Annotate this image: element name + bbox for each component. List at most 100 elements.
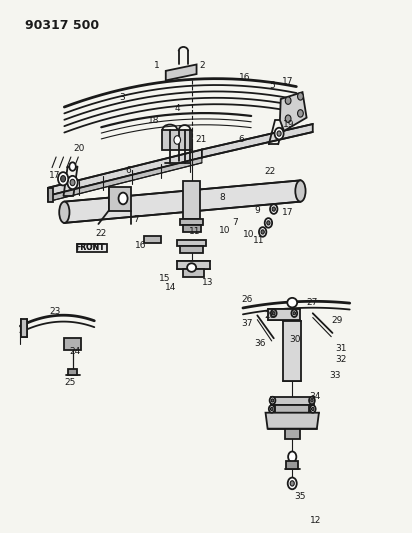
Text: 35: 35 [295, 491, 306, 500]
Ellipse shape [288, 451, 296, 462]
Polygon shape [266, 413, 319, 429]
Ellipse shape [174, 136, 180, 144]
Text: 3: 3 [119, 93, 125, 102]
Polygon shape [64, 180, 300, 223]
Polygon shape [280, 92, 307, 131]
Ellipse shape [274, 128, 283, 140]
Polygon shape [68, 368, 77, 375]
Text: FRONT: FRONT [75, 244, 105, 253]
Polygon shape [180, 246, 203, 253]
Ellipse shape [59, 201, 70, 223]
Ellipse shape [259, 227, 267, 237]
Polygon shape [183, 269, 204, 277]
Ellipse shape [119, 192, 128, 204]
Ellipse shape [287, 298, 297, 308]
Text: 6: 6 [125, 166, 131, 175]
Text: 2: 2 [199, 61, 205, 70]
Text: 16: 16 [239, 73, 251, 82]
Ellipse shape [271, 399, 274, 402]
Polygon shape [286, 461, 298, 469]
Ellipse shape [311, 399, 313, 402]
Text: 36: 36 [255, 339, 266, 348]
Polygon shape [177, 261, 210, 269]
Ellipse shape [293, 312, 295, 315]
Text: 28: 28 [264, 311, 275, 320]
Polygon shape [48, 158, 202, 201]
Polygon shape [77, 244, 108, 252]
Text: 11: 11 [189, 228, 200, 237]
Ellipse shape [270, 204, 277, 214]
Ellipse shape [285, 115, 291, 123]
Polygon shape [271, 397, 314, 405]
Text: 24: 24 [70, 347, 81, 356]
Text: 13: 13 [202, 278, 214, 287]
Text: 33: 33 [330, 371, 341, 380]
Text: 20: 20 [74, 144, 85, 153]
Ellipse shape [297, 93, 303, 100]
Polygon shape [48, 150, 202, 196]
Text: 5: 5 [269, 81, 274, 90]
Ellipse shape [270, 407, 273, 410]
Text: 1: 1 [154, 61, 159, 70]
Ellipse shape [265, 218, 272, 228]
Ellipse shape [295, 180, 306, 201]
Text: 27: 27 [306, 298, 318, 307]
Text: 6: 6 [238, 135, 244, 144]
Text: 14: 14 [165, 283, 177, 292]
Polygon shape [21, 319, 27, 337]
Polygon shape [177, 240, 206, 246]
Text: 12: 12 [310, 516, 322, 525]
Text: 23: 23 [49, 307, 61, 316]
Polygon shape [183, 225, 201, 232]
Ellipse shape [310, 405, 316, 413]
Ellipse shape [269, 397, 275, 404]
Ellipse shape [272, 312, 275, 315]
Ellipse shape [271, 310, 276, 317]
Text: 17: 17 [49, 171, 61, 180]
Text: 29: 29 [331, 316, 342, 325]
Ellipse shape [267, 221, 270, 225]
Text: 9: 9 [255, 206, 260, 215]
Polygon shape [275, 405, 309, 413]
Text: 7: 7 [233, 219, 239, 228]
Text: 22: 22 [96, 229, 107, 238]
Ellipse shape [288, 478, 297, 489]
Text: 16: 16 [135, 241, 146, 250]
Text: 21: 21 [195, 135, 207, 144]
Polygon shape [183, 181, 200, 219]
Text: 34: 34 [309, 392, 321, 401]
Ellipse shape [309, 397, 315, 404]
Text: FRONT: FRONT [75, 244, 105, 253]
Polygon shape [64, 338, 81, 351]
Text: 37: 37 [241, 319, 253, 328]
Text: 17: 17 [281, 208, 293, 217]
Ellipse shape [291, 310, 297, 317]
Polygon shape [48, 188, 53, 201]
Polygon shape [267, 309, 300, 320]
Text: 11: 11 [253, 237, 265, 246]
Polygon shape [145, 236, 161, 243]
Polygon shape [162, 130, 192, 150]
Text: 10: 10 [219, 226, 230, 235]
Text: 90317 500: 90317 500 [25, 19, 99, 33]
Polygon shape [285, 429, 300, 439]
Ellipse shape [285, 97, 291, 104]
Text: 17: 17 [282, 77, 294, 86]
Ellipse shape [311, 407, 314, 410]
Ellipse shape [70, 179, 75, 185]
Polygon shape [180, 219, 203, 225]
Text: 32: 32 [335, 355, 346, 364]
Ellipse shape [58, 172, 68, 185]
Text: 7: 7 [133, 215, 139, 224]
Text: 18: 18 [148, 116, 159, 125]
Ellipse shape [187, 263, 196, 272]
Text: 30: 30 [290, 335, 301, 344]
Text: 26: 26 [241, 295, 253, 304]
Text: 25: 25 [64, 378, 75, 387]
Ellipse shape [290, 481, 294, 486]
Ellipse shape [69, 163, 76, 171]
Ellipse shape [61, 175, 66, 182]
Text: 31: 31 [335, 344, 346, 353]
Text: 15: 15 [159, 273, 171, 282]
Text: 4: 4 [174, 103, 180, 112]
